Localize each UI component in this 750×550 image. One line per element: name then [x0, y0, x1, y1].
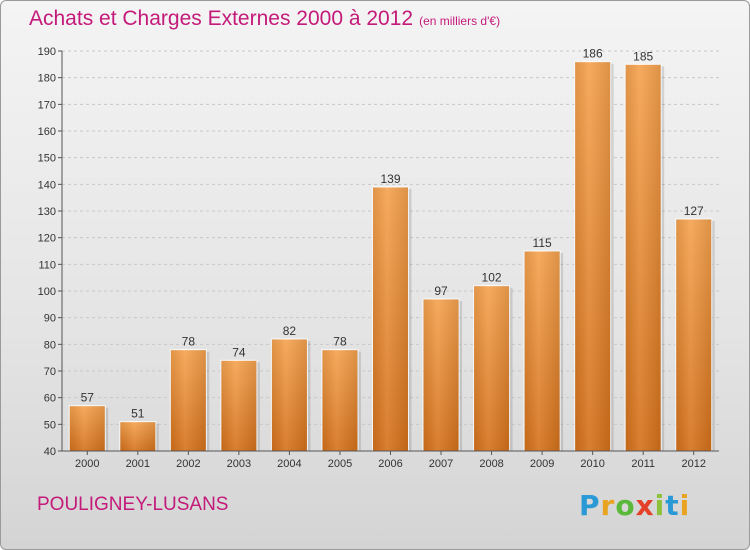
bar-highlight [69, 405, 106, 451]
value-label: 186 [583, 47, 603, 61]
bar-highlight [423, 299, 460, 451]
y-tick-label: 40 [44, 446, 56, 458]
x-axis-ticks: 2000 2001 2002 2003 2004 2005 2006 2007 2008 2009… [75, 451, 706, 470]
y-tick-label: 60 [44, 393, 56, 405]
y-tick-label: 70 [44, 366, 56, 378]
bar-highlight [321, 349, 358, 451]
y-tick-label: 110 [38, 259, 56, 271]
bar-highlight [119, 421, 156, 451]
y-tick-label: 170 [38, 99, 56, 111]
value-label: 57 [81, 391, 95, 405]
bar-highlight [170, 349, 207, 451]
x-tick-label: 2005 [328, 458, 352, 470]
value-label: 51 [131, 407, 145, 421]
x-tick-label: 2009 [530, 458, 554, 470]
y-tick-label: 120 [38, 233, 56, 245]
x-tick-label: 2011 [631, 458, 655, 470]
x-tick-label: 2012 [681, 458, 705, 470]
y-tick-label: 180 [38, 73, 56, 85]
x-tick-label: 2010 [580, 458, 604, 470]
place-name: POULIGNEY-LUSANS [37, 494, 229, 515]
y-tick-label: 130 [38, 206, 56, 218]
bar-highlight [524, 251, 561, 451]
x-tick-label: 2008 [479, 458, 503, 470]
bar-highlight [625, 64, 662, 452]
y-tick-label: 140 [38, 179, 56, 191]
x-tick-label: 2003 [227, 458, 251, 470]
y-tick-label: 100 [38, 286, 56, 298]
y-tick-label: 160 [38, 126, 56, 138]
y-axis-ticks: 40 50 60 70 80 90 100 110 120 130 140 150 160 170 180 1… [38, 46, 62, 458]
x-tick-label: 2006 [378, 458, 402, 470]
x-tick-label: 2007 [429, 458, 453, 470]
value-label: 185 [633, 49, 653, 63]
bar-highlight [220, 360, 257, 451]
y-tick-label: 190 [38, 46, 56, 58]
bar-highlight [271, 339, 308, 451]
value-label: 139 [380, 172, 400, 186]
bar-highlight [473, 285, 510, 451]
value-label: 78 [333, 335, 347, 349]
bar-highlight [574, 61, 611, 452]
proxiti-logo[interactable]: Proxiti [579, 489, 691, 522]
value-label: 127 [684, 204, 704, 218]
value-label: 102 [482, 271, 502, 285]
value-label: 97 [434, 284, 448, 298]
axes [61, 51, 719, 452]
bars: 57 51 78 74 82 78 139 97 102 115 186 185 127 [68, 47, 715, 452]
bar-highlight [675, 219, 712, 451]
value-label: 78 [182, 335, 196, 349]
bar-highlight [372, 187, 409, 451]
x-tick-label: 2001 [126, 458, 150, 470]
y-tick-label: 80 [44, 339, 56, 351]
x-tick-label: 2004 [277, 458, 301, 470]
y-tick-label: 90 [44, 313, 56, 325]
value-label: 115 [533, 236, 552, 250]
y-tick-label: 150 [38, 153, 56, 165]
chart-subtitle: (en milliers d'€) [419, 14, 501, 28]
chart-title: Achats et Charges Externes 2000 à 2012 (e… [29, 7, 500, 31]
value-label: 82 [283, 324, 297, 338]
x-tick-label: 2002 [176, 458, 200, 470]
x-tick-label: 2000 [75, 458, 99, 470]
chart-title-text: Achats et Charges Externes 2000 à 2012 [29, 7, 414, 30]
y-tick-label: 50 [44, 419, 56, 431]
value-label: 74 [232, 345, 246, 359]
